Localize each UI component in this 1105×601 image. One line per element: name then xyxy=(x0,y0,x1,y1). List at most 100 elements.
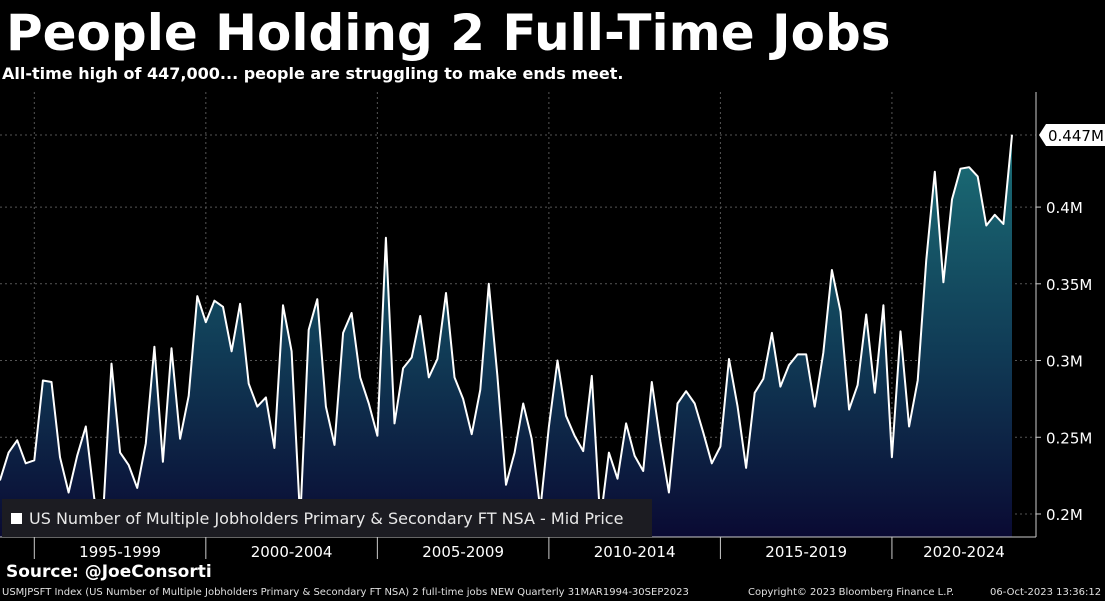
data-point xyxy=(728,358,730,360)
data-point xyxy=(265,396,267,398)
data-point xyxy=(256,406,258,408)
data-point xyxy=(445,292,447,294)
footer-index-description: USMJPSFT Index (US Number of Multiple Jo… xyxy=(2,587,689,598)
data-point xyxy=(25,462,27,464)
data-point xyxy=(805,353,807,355)
x-tick-label: 2020-2024 xyxy=(923,543,1005,561)
data-point xyxy=(522,402,524,405)
data-point xyxy=(548,425,550,428)
data-point xyxy=(308,329,310,331)
data-point xyxy=(333,444,336,446)
data-point xyxy=(994,214,996,216)
chart-subtitle: All-time high of 447,000... people are s… xyxy=(2,64,624,83)
data-point xyxy=(574,435,576,437)
data-point xyxy=(668,491,670,494)
data-point xyxy=(531,438,533,440)
data-point xyxy=(385,237,387,239)
data-point xyxy=(76,455,78,457)
data-point xyxy=(179,438,181,440)
data-point xyxy=(462,398,464,400)
data-point xyxy=(831,269,833,271)
data-point xyxy=(942,281,945,283)
footer-copyright: Copyright© 2023 Bloomberg Finance L.P. xyxy=(748,587,955,598)
data-point xyxy=(505,484,507,486)
data-point xyxy=(351,312,353,314)
data-point xyxy=(231,350,233,352)
data-point xyxy=(857,384,859,386)
data-point xyxy=(110,363,113,365)
data-point xyxy=(797,353,799,355)
data-point xyxy=(419,315,421,317)
data-point xyxy=(814,406,816,408)
data-point xyxy=(899,330,902,332)
data-point xyxy=(145,442,147,444)
data-point xyxy=(436,358,438,360)
data-point xyxy=(685,390,687,392)
data-point xyxy=(359,376,361,378)
data-point xyxy=(556,359,559,362)
data-point xyxy=(745,467,747,469)
data-point xyxy=(93,498,95,500)
data-point xyxy=(702,432,704,434)
data-point xyxy=(153,346,155,348)
legend-swatch xyxy=(11,512,22,524)
data-point xyxy=(239,303,241,305)
chart-title: People Holding 2 Full-Time Jobs xyxy=(6,4,891,62)
data-point xyxy=(659,441,662,443)
data-point xyxy=(925,260,927,262)
data-point xyxy=(822,352,824,354)
data-point xyxy=(616,478,619,480)
data-point xyxy=(273,447,275,449)
data-point xyxy=(651,381,653,383)
data-point xyxy=(488,283,490,285)
data-point xyxy=(788,364,790,366)
data-point xyxy=(754,392,756,394)
data-point xyxy=(719,445,722,448)
data-point xyxy=(891,456,893,458)
data-point xyxy=(676,402,679,405)
y-tick-label: 0.25M xyxy=(1046,429,1092,447)
x-tick-label: 2010-2014 xyxy=(594,543,676,561)
last-value-tag-label: 0.447M xyxy=(1048,127,1104,145)
data-point xyxy=(128,464,130,466)
data-point xyxy=(779,386,782,388)
x-tick-label: 1995-1999 xyxy=(79,543,161,561)
data-point xyxy=(453,376,456,378)
data-point xyxy=(136,487,138,489)
data-point xyxy=(582,450,584,452)
data-point xyxy=(985,224,987,227)
data-point xyxy=(479,389,481,391)
data-point xyxy=(968,166,970,168)
data-point xyxy=(608,452,610,454)
data-point xyxy=(325,406,327,408)
data-point xyxy=(59,456,61,458)
data-point xyxy=(393,422,396,424)
data-point xyxy=(1002,223,1005,225)
data-point xyxy=(977,175,979,177)
last-value-tag-box xyxy=(1039,123,1105,146)
data-point xyxy=(213,300,215,302)
data-point xyxy=(0,479,1,481)
data-point xyxy=(908,425,910,428)
data-point xyxy=(162,461,164,463)
series-area-fill xyxy=(0,135,1012,537)
data-point xyxy=(342,332,344,334)
data-point xyxy=(402,367,404,369)
data-point xyxy=(882,304,885,306)
axes: 0.2M 0.25M 0.3M 0.35M 0.4M 1995-1999 2000-2004… xyxy=(0,92,1105,561)
area-layer xyxy=(0,134,1013,537)
y-tick-label: 0.3M xyxy=(1046,353,1083,371)
data-point xyxy=(711,462,713,464)
data-point xyxy=(85,425,87,428)
data-point xyxy=(188,395,190,397)
data-point xyxy=(316,298,318,300)
data-point xyxy=(496,375,498,377)
x-tick-label: 2000-2004 xyxy=(251,543,333,561)
data-point xyxy=(874,392,876,394)
last-value-tag: 0.447M xyxy=(1039,123,1105,146)
data-point xyxy=(951,198,953,200)
data-point xyxy=(514,452,516,454)
data-point xyxy=(222,306,224,308)
data-point xyxy=(282,304,284,306)
